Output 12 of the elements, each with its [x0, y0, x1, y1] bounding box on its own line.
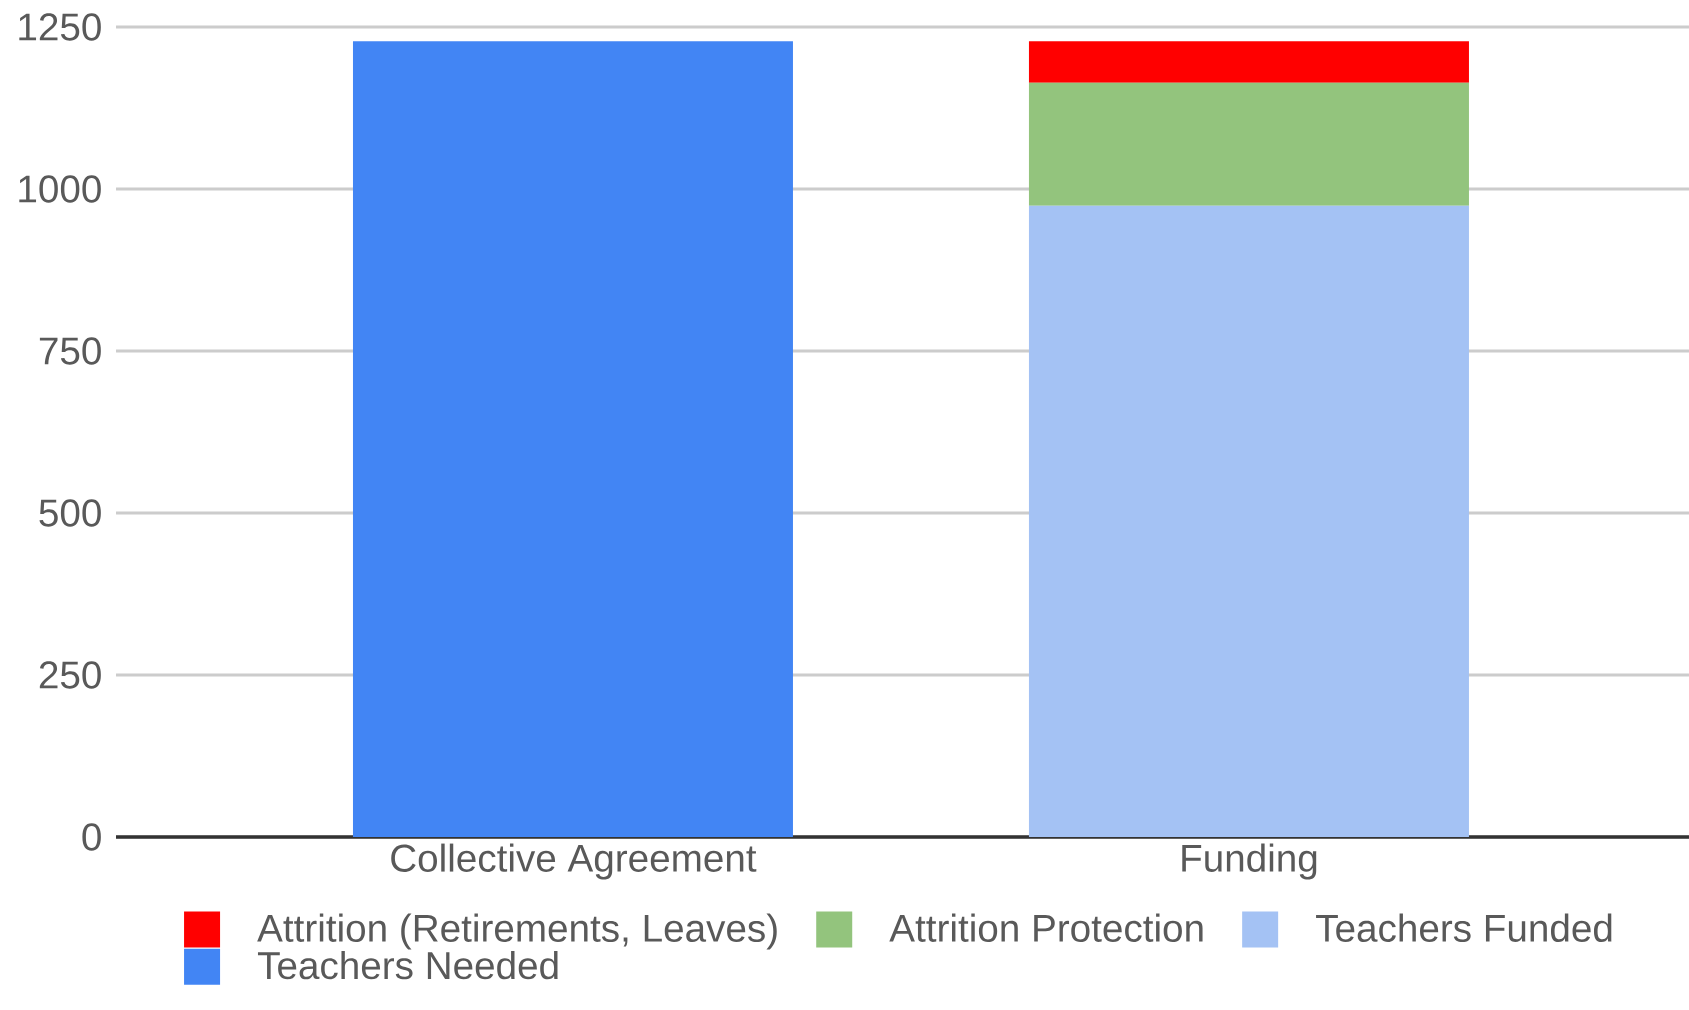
y-tick-label: 1000 [19, 175, 101, 203]
legend-label: Attrition (Retirements, Leaves) [257, 913, 777, 950]
y-tick-label: 250 [39, 661, 101, 689]
x-tick-label: Collective Agreement [391, 843, 757, 880]
y-tick-label: 750 [39, 337, 101, 365]
x-tick-label: Funding [1182, 843, 1317, 880]
legend-label: Teachers Needed [257, 950, 558, 980]
y-tick-label: 500 [39, 499, 101, 527]
legend-label: Attrition Protection [889, 913, 1203, 942]
y-tick-label: 0 [82, 823, 101, 851]
y-tick-label: 1250 [19, 13, 101, 41]
legend-label: Teachers Funded [1316, 913, 1612, 942]
